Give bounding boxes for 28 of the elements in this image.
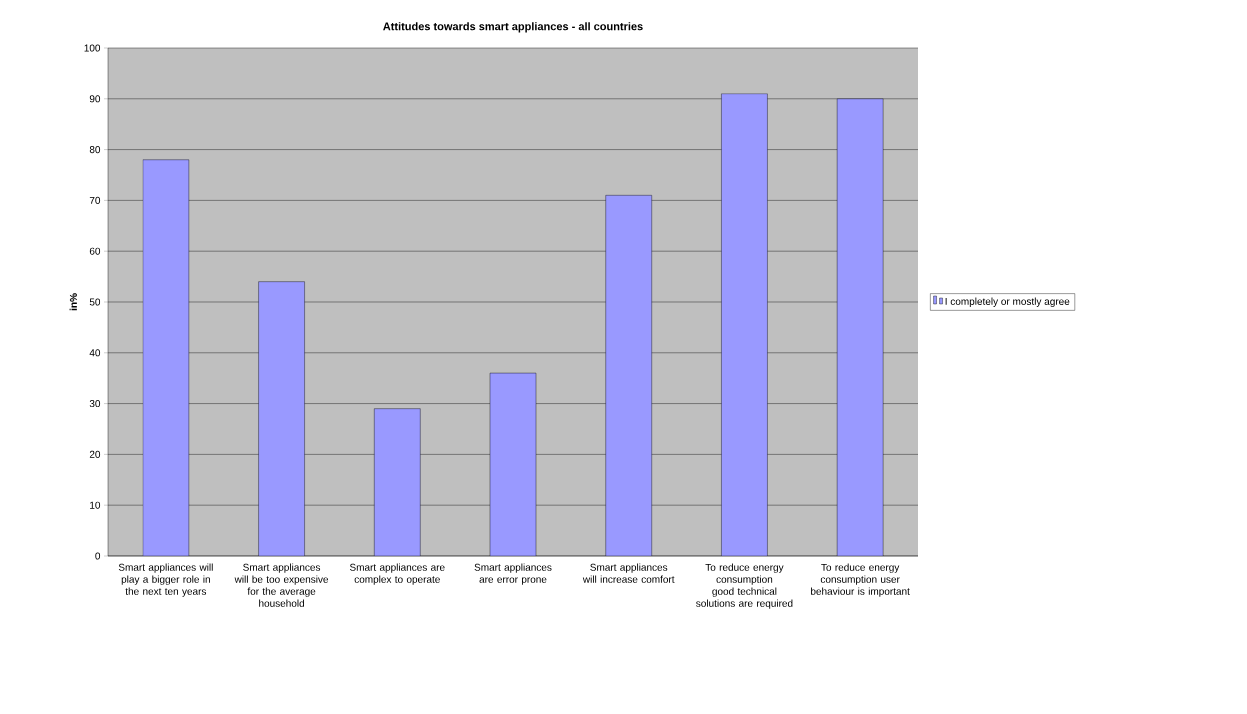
y-tick-label: 10 (90, 501, 101, 509)
x-tick-label: Smart appliances will be too expensive for the average household (234, 563, 329, 607)
bar (374, 408, 421, 556)
bar (836, 98, 884, 556)
x-tick-label: Smart appliances will increase comfort (582, 563, 675, 583)
legend-label: I completely or mostly agree (945, 297, 1070, 307)
y-tick-label: 0 (95, 552, 101, 560)
y-tick-label: 20 (89, 450, 101, 458)
x-tick-label: To reduce energy consumption good technical solutions are required (696, 563, 793, 609)
bar (605, 195, 652, 556)
y-tick-label: 40 (89, 349, 101, 357)
bar (721, 93, 768, 556)
bar (489, 372, 537, 556)
y-tick-label: 60 (89, 247, 101, 255)
y-tick-label: 30 (89, 400, 101, 408)
chart-title: Attitudes towards smart appliances - all countries (383, 22, 643, 33)
x-tick-label: Smart appliances will play a bigger role in the next ten years (118, 563, 213, 597)
bar (142, 159, 190, 556)
x-tick-label: Smart appliances are error prone (474, 563, 552, 585)
x-tick-label: Smart appliances are complex to operate (349, 563, 445, 585)
y-tick-label: 70 (89, 196, 101, 204)
y-axis-title: in% (69, 293, 77, 311)
bar (258, 281, 305, 556)
x-tick-label: To reduce energy consumption user behaviour is important (811, 563, 910, 597)
y-tick-label: 100 (84, 44, 101, 52)
y-tick-label: 50 (89, 298, 101, 306)
y-tick-label: 90 (89, 95, 101, 103)
y-tick-label: 80 (89, 146, 101, 154)
